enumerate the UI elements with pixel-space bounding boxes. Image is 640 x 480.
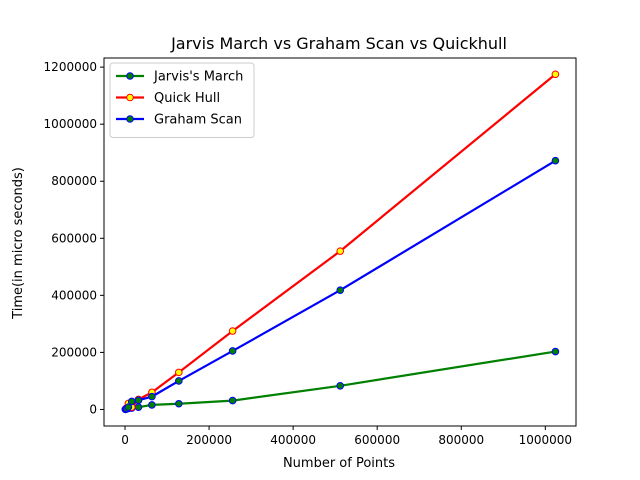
data-point — [336, 247, 345, 255]
plot-frame — [103, 57, 577, 427]
legend-frame — [109, 62, 255, 138]
data-point — [336, 381, 345, 390]
x-tick-label: 800000 — [438, 433, 484, 447]
data-point — [175, 399, 183, 408]
x-tick-label: 200000 — [186, 433, 232, 447]
y-tick-label: 0 — [89, 402, 97, 416]
data-point — [124, 403, 133, 411]
data-point — [175, 368, 183, 377]
x-tick-label: 0 — [121, 433, 129, 447]
legend-swatch-marker — [126, 93, 134, 102]
y-tick-label: 1000000 — [44, 117, 97, 131]
data-point — [551, 156, 560, 165]
data-point — [228, 396, 237, 405]
x-tick-label: 1000000 — [519, 433, 572, 447]
data-point — [148, 392, 156, 401]
legend-swatch-marker — [126, 72, 134, 80]
legend-label: Jarvis's March — [153, 70, 243, 85]
data-point — [551, 347, 560, 356]
data-point — [148, 401, 156, 409]
data-point — [228, 327, 237, 335]
data-point — [551, 70, 560, 79]
legend: Jarvis's March Quick Hull Graham Scan — [109, 62, 255, 138]
chart-title: Jarvis March vs Graham Scan vs Quickhull — [170, 34, 507, 53]
y-tick-label: 200000 — [51, 345, 97, 359]
y-tick-label: 1200000 — [44, 60, 97, 74]
data-point — [127, 397, 136, 406]
y-tick-label: 400000 — [51, 288, 97, 302]
y-axis-label: Time(in micro seconds) — [11, 167, 26, 320]
legend-label: Graham Scan — [154, 113, 242, 128]
legend-swatch-marker — [126, 115, 134, 123]
plot-area: 0 200000 400000 600000 800000 1000000 0 200000 4… — [44, 60, 572, 447]
y-tick-label: 600000 — [51, 231, 97, 245]
x-tick-label: 400000 — [270, 433, 316, 447]
x-axis-label: Number of Points — [283, 456, 395, 471]
data-point — [175, 377, 183, 385]
y-tick-label: 800000 — [51, 174, 97, 188]
data-point — [228, 347, 237, 355]
x-tick-label: 600000 — [354, 433, 400, 447]
legend-label: Quick Hull — [154, 91, 220, 106]
data-point — [134, 396, 143, 405]
data-point — [134, 403, 143, 411]
data-point — [336, 286, 345, 295]
